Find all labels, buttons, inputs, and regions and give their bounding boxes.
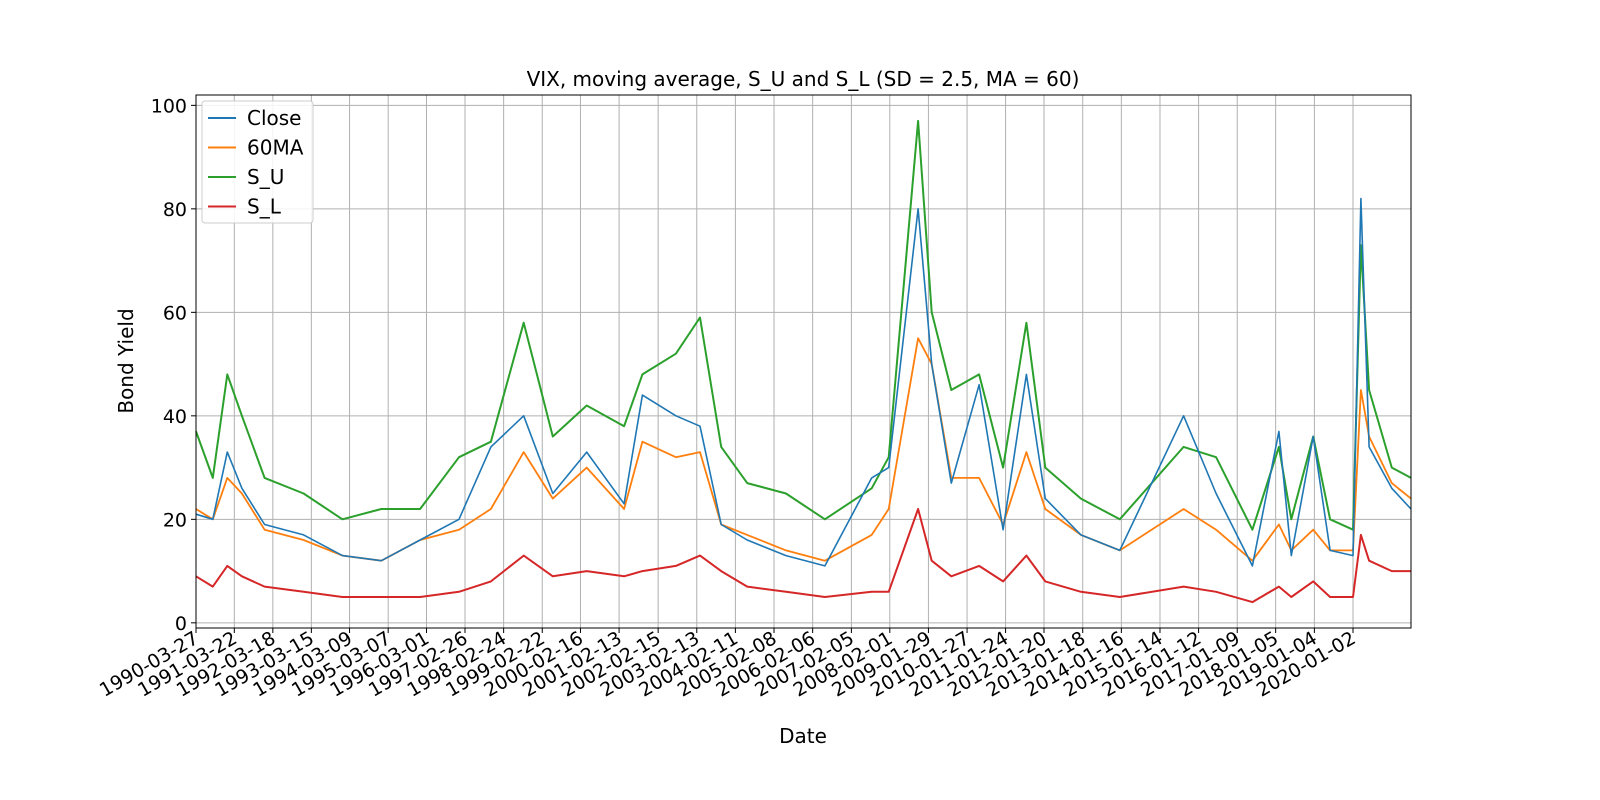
legend-label: S_L [247,195,282,219]
legend-label: 60MA [247,136,304,160]
legend-label: S_U [247,165,284,189]
y-tick-label: 40 [163,406,187,428]
y-tick-label: 0 [175,613,187,635]
x-axis-label: Date [779,724,827,748]
legend-box [201,100,314,224]
y-tick-label: 20 [163,509,187,531]
chart-title: VIX, moving average, S_U and S_L (SD = 2… [527,67,1080,91]
series-line-s-l [195,508,1411,604]
grid [195,95,1411,628]
y-tick-label: 80 [163,199,187,221]
legend: Close 60MA S_U S_L [201,100,314,224]
series-line-60ma [195,337,1412,562]
y-tick-label: 100 [151,95,187,117]
plot-frame [195,94,1412,629]
y-axis-ticks: 0 20 40 60 80 100 [151,95,196,635]
y-tick-label: 60 [163,302,187,324]
x-axis-ticks: 1990-03-271991-03-221992-03-181993-03-15… [96,627,1360,701]
series-line-close [195,197,1412,567]
legend-label: Close [247,106,301,130]
plot-lines [195,119,1412,604]
y-axis-label: Bond Yield [114,308,138,413]
series-line-s-u [195,119,1412,531]
